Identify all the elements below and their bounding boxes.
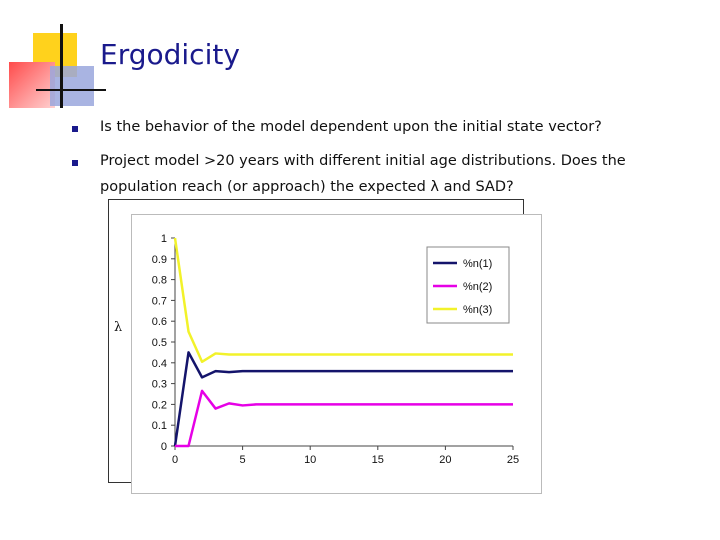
line-chart: 00.10.20.30.40.50.60.70.80.910 5 10 15 20 25%…	[152, 233, 519, 466]
y-tick-label: 0.2	[152, 399, 167, 411]
y-tick-label: 0.3	[152, 379, 167, 391]
decor-red-square	[9, 62, 55, 108]
x-tick-label: 0	[172, 454, 178, 466]
y-tick-label: 0.5	[152, 337, 167, 349]
legend-box	[426, 246, 510, 324]
chart-area: 0 0.1 0.2 0.3 0.4 0.5 0.6 0.7 0.8 0.9 1 0 5 10 15 20 25%…	[131, 214, 542, 494]
series-line	[173, 237, 513, 364]
bullet-marker	[72, 126, 78, 132]
bullet-text-2-line1: Project model >20 years with different i…	[100, 153, 626, 169]
x-tick-label: 15	[372, 454, 384, 466]
legend-label: %n(3)	[463, 304, 492, 316]
y-tick-label: 0.9	[152, 254, 167, 266]
bullet-text-2-line2: population reach (or approach) the expec…	[100, 179, 514, 195]
y-tick-label: 0.8	[152, 275, 167, 287]
y-tick-label: 0.7	[152, 295, 167, 307]
y-tick-label: 0	[161, 441, 167, 453]
bullet-marker	[72, 160, 78, 166]
decor-horizontal-line	[36, 89, 106, 91]
legend-label: %n(1)	[463, 258, 492, 270]
x-tick-label: 25	[507, 454, 519, 466]
y-tick-label: 1	[161, 233, 167, 245]
bullet-text-1: Is the behavior of the model dependent u…	[100, 119, 602, 135]
series-line	[175, 389, 513, 448]
x-tick-label: 20	[439, 454, 451, 466]
y-tick-label: 0.6	[152, 316, 167, 328]
decor-blue-square	[50, 66, 94, 106]
x-tick-label: 5	[240, 454, 246, 466]
y-axis-label: λ	[114, 320, 123, 335]
y-tick-label: 0.1	[152, 420, 167, 432]
legend-label: %n(2)	[463, 281, 492, 293]
y-tick-label: 0.4	[152, 358, 167, 370]
decor-vertical-line	[60, 24, 63, 108]
series-line	[173, 351, 513, 447]
x-tick-label: 10	[304, 454, 316, 466]
slide-title: Ergodicity	[100, 38, 240, 71]
